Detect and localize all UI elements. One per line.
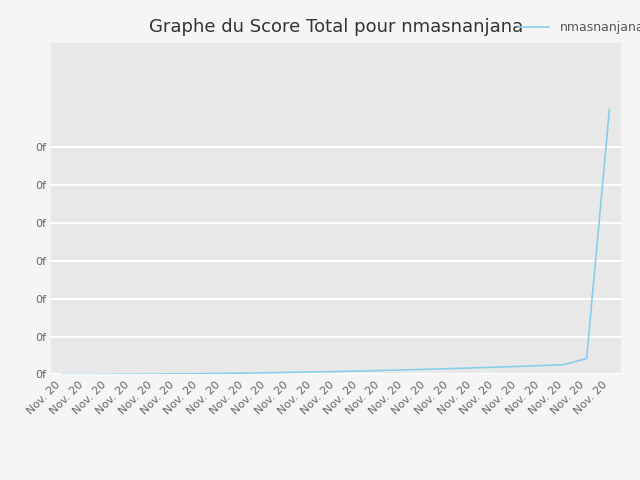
nmasnanjana	[150, 371, 157, 377]
nmasnanjana	[81, 372, 89, 377]
nmasnanjana	[127, 372, 135, 377]
nmasnanjana	[423, 366, 431, 372]
nmasnanjana	[537, 363, 545, 369]
nmasnanjana	[355, 368, 363, 374]
nmasnanjana	[401, 367, 408, 373]
nmasnanjana	[241, 370, 249, 376]
nmasnanjana	[173, 371, 180, 377]
nmasnanjana	[378, 368, 385, 373]
nmasnanjana	[309, 369, 317, 375]
nmasnanjana	[492, 364, 499, 370]
nmasnanjana	[469, 365, 477, 371]
nmasnanjana	[446, 366, 454, 372]
nmasnanjana	[583, 356, 591, 361]
nmasnanjana	[605, 107, 613, 112]
nmasnanjana	[218, 371, 226, 376]
nmasnanjana	[59, 372, 67, 377]
nmasnanjana	[264, 370, 271, 376]
nmasnanjana	[287, 370, 294, 375]
nmasnanjana	[195, 371, 203, 376]
nmasnanjana	[560, 362, 568, 368]
nmasnanjana	[332, 369, 340, 374]
Title: Graphe du Score Total pour nmasnanjana: Graphe du Score Total pour nmasnanjana	[149, 18, 523, 36]
Line: nmasnanjana: nmasnanjana	[63, 109, 609, 374]
nmasnanjana	[515, 363, 522, 369]
Legend: nmasnanjana: nmasnanjana	[513, 16, 640, 39]
nmasnanjana	[104, 372, 112, 377]
